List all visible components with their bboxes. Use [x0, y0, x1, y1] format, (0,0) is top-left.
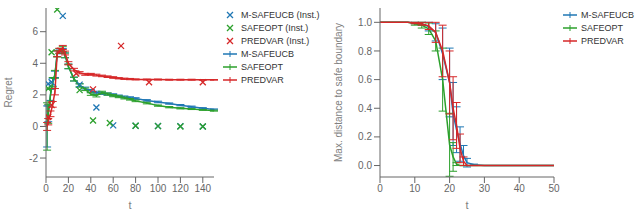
- svg-text:6: 6: [32, 26, 38, 37]
- svg-text:Regret: Regret: [8, 77, 14, 107]
- svg-text:140: 140: [194, 183, 211, 194]
- svg-text:-2: -2: [29, 153, 38, 164]
- html-text:SAFEOPT: SAFEOPT: [241, 61, 283, 72]
- svg-text:100: 100: [150, 183, 167, 194]
- svg-text:20: 20: [444, 183, 456, 194]
- svg-text:60: 60: [108, 183, 120, 194]
- svg-text:0: 0: [377, 183, 383, 194]
- svg-text:2: 2: [32, 89, 38, 100]
- svg-text:Max. distance to safe boundary: Max. distance to safe boundary: [333, 23, 344, 162]
- html-text:M-SAFEUCB (Inst.): M-SAFEUCB (Inst.): [241, 9, 320, 20]
- svg-text:30: 30: [479, 183, 491, 194]
- svg-text:0.0: 0.0: [358, 160, 372, 171]
- svg-text:t: t: [128, 199, 131, 211]
- svg-text:10: 10: [409, 183, 421, 194]
- svg-text:0: 0: [32, 121, 38, 132]
- svg-text:50: 50: [548, 183, 560, 194]
- html-text:SAFEOPT (Inst.): SAFEOPT (Inst.): [241, 22, 309, 33]
- svg-text:t: t: [465, 199, 468, 211]
- svg-text:40: 40: [514, 183, 526, 194]
- svg-text:0.4: 0.4: [358, 103, 372, 114]
- svg-text:0: 0: [43, 183, 49, 194]
- svg-text:4: 4: [32, 58, 38, 69]
- svg-text:20: 20: [63, 183, 75, 194]
- html-text:PREDVAR (Inst.): PREDVAR (Inst.): [241, 35, 310, 46]
- html-text:M-SAFEUCB: M-SAFEUCB: [581, 9, 634, 20]
- svg-text:80: 80: [130, 183, 142, 194]
- svg-text:0.2: 0.2: [358, 131, 372, 142]
- svg-text:0.6: 0.6: [358, 74, 372, 85]
- html-text:PREDVAR: PREDVAR: [581, 35, 624, 46]
- html-text:SAFEOPT: SAFEOPT: [581, 22, 623, 33]
- html-text:M-SAFEUCB: M-SAFEUCB: [241, 48, 294, 59]
- svg-text:40: 40: [85, 183, 97, 194]
- svg-text:1.0: 1.0: [358, 17, 372, 28]
- html-text:PREDVAR: PREDVAR: [241, 74, 284, 85]
- svg-text:0.8: 0.8: [358, 46, 372, 57]
- svg-text:120: 120: [172, 183, 189, 194]
